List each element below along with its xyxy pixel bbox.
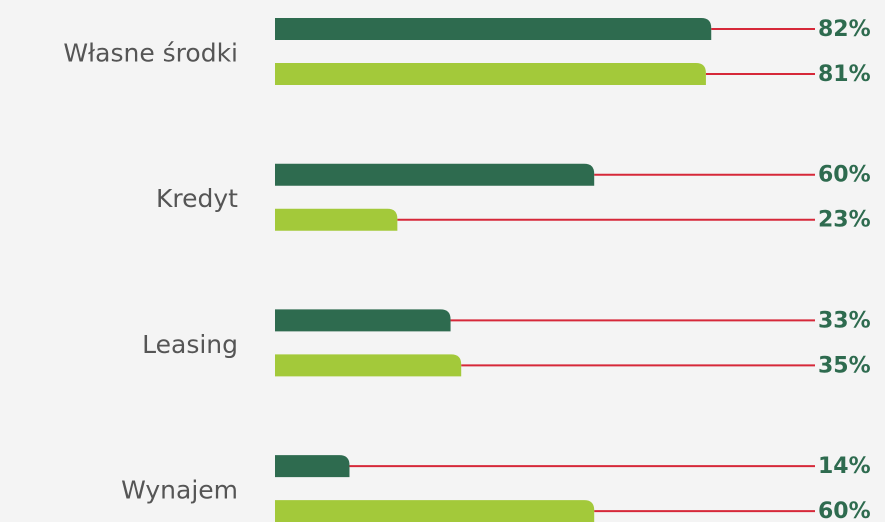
bar — [275, 500, 595, 522]
value-label: 33% — [818, 308, 871, 333]
value-label: 82% — [818, 17, 871, 42]
value-label: 60% — [818, 499, 871, 522]
value-label: 60% — [818, 163, 871, 188]
bar — [275, 354, 462, 377]
category-label: Własne środki — [63, 39, 238, 68]
bar — [275, 63, 706, 85]
category-label: Wynajem — [121, 476, 238, 505]
value-label: 14% — [818, 454, 871, 479]
bar — [275, 208, 398, 231]
value-label: 23% — [818, 208, 871, 233]
bar — [275, 163, 595, 186]
value-label: 81% — [818, 62, 871, 87]
category-label: Leasing — [142, 330, 238, 359]
value-label: 35% — [818, 353, 871, 378]
bar — [275, 18, 712, 40]
bar — [275, 455, 350, 478]
category-label: Kredyt — [156, 184, 238, 213]
bar — [275, 309, 451, 332]
